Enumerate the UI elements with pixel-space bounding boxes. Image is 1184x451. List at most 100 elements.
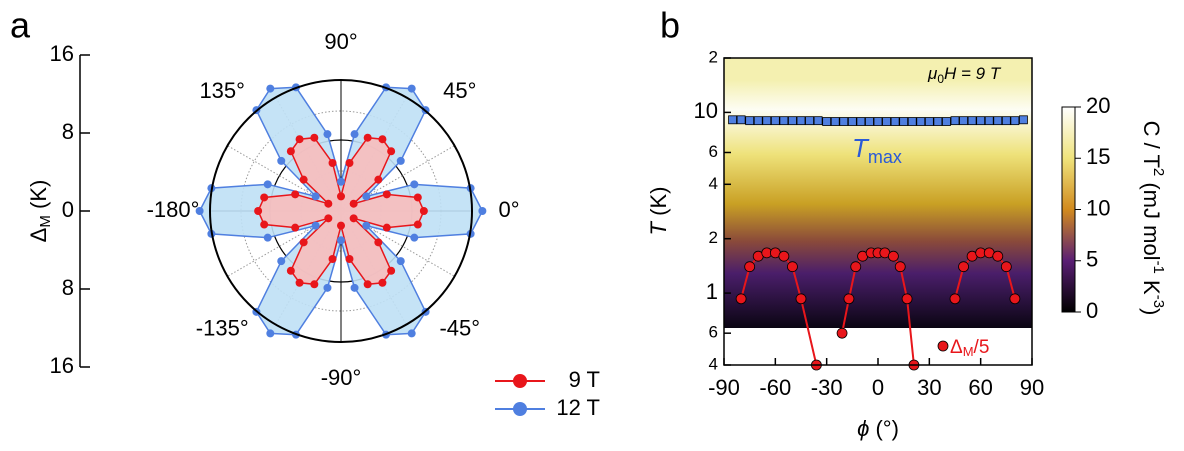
series-label-part: T bbox=[852, 133, 870, 163]
colorbar bbox=[1061, 106, 1076, 313]
data-point bbox=[291, 223, 300, 232]
data-point bbox=[324, 214, 333, 223]
data-point bbox=[873, 117, 883, 126]
data-point bbox=[195, 207, 204, 215]
data-point bbox=[865, 117, 874, 126]
label-part: ) bbox=[1139, 308, 1164, 315]
data-point bbox=[323, 283, 332, 292]
data-point bbox=[1001, 116, 1011, 126]
label-sup: -3 bbox=[1150, 295, 1167, 308]
data-point bbox=[787, 261, 798, 273]
colorbar-tick-label: 15 bbox=[1086, 144, 1110, 169]
data-point bbox=[378, 278, 387, 287]
annotation-sub: 0 bbox=[937, 72, 944, 86]
data-point bbox=[295, 135, 304, 144]
theta-tick-label: 90° bbox=[324, 29, 357, 54]
data-point bbox=[770, 116, 780, 126]
theta-tick-label: -45° bbox=[439, 316, 480, 341]
data-point bbox=[310, 133, 319, 142]
data-point bbox=[263, 233, 272, 242]
data-point bbox=[736, 115, 746, 125]
data-point bbox=[788, 116, 797, 126]
data-point bbox=[291, 190, 300, 199]
data-point bbox=[374, 238, 383, 247]
data-point bbox=[378, 135, 387, 144]
label-part: (K) bbox=[26, 180, 51, 215]
data-point bbox=[328, 158, 337, 167]
legend-marker bbox=[513, 402, 527, 416]
data-point bbox=[822, 117, 832, 126]
annotation: μ0H = 9 T bbox=[927, 64, 1002, 86]
data-point bbox=[295, 278, 304, 287]
data-point bbox=[950, 116, 960, 126]
data-point bbox=[310, 280, 319, 289]
data-point bbox=[407, 329, 416, 338]
data-point bbox=[410, 233, 419, 242]
x-tick-label: -60 bbox=[759, 375, 791, 400]
label-part: ϕ bbox=[857, 416, 869, 441]
data-point bbox=[888, 250, 899, 262]
data-point bbox=[277, 257, 286, 266]
colorbar-tick-label: 20 bbox=[1086, 93, 1110, 118]
y-tick-label: 10 bbox=[694, 98, 718, 123]
y-tick-label: 8 bbox=[62, 119, 74, 144]
data-point bbox=[382, 190, 391, 199]
label-part: Δ bbox=[26, 227, 51, 242]
data-point bbox=[916, 117, 926, 126]
data-point bbox=[984, 116, 994, 126]
data-point bbox=[745, 116, 755, 126]
data-point bbox=[337, 177, 345, 186]
data-point bbox=[266, 84, 275, 93]
data-point bbox=[795, 293, 807, 305]
data-point bbox=[735, 293, 747, 305]
x-tick-label: 60 bbox=[968, 375, 992, 400]
data-point bbox=[419, 207, 428, 215]
data-point bbox=[924, 117, 934, 126]
data-point bbox=[958, 261, 969, 273]
legend-marker bbox=[937, 340, 949, 352]
data-point bbox=[311, 192, 320, 201]
y-tick-label: 4 bbox=[709, 354, 718, 373]
data-point bbox=[1010, 116, 1020, 126]
label-sub: M bbox=[37, 215, 54, 228]
data-point bbox=[907, 117, 917, 126]
data-point bbox=[933, 117, 943, 126]
y-tick-label: 16 bbox=[50, 41, 74, 66]
data-point bbox=[349, 199, 358, 208]
data-point bbox=[813, 116, 823, 126]
data-point bbox=[286, 147, 295, 156]
data-point bbox=[836, 327, 848, 339]
y-tick-label: 2 bbox=[709, 228, 718, 247]
theta-tick-label: -90° bbox=[321, 365, 362, 390]
series-label-sub: max bbox=[868, 147, 902, 167]
data-point bbox=[894, 261, 906, 273]
data-point bbox=[337, 221, 345, 230]
data-point bbox=[890, 117, 900, 126]
data-point bbox=[345, 158, 354, 167]
data-point bbox=[1009, 293, 1021, 305]
data-point bbox=[263, 180, 272, 189]
heatmap-band bbox=[724, 58, 1032, 80]
series-label: ΔM/5 bbox=[950, 337, 989, 359]
y-tick-label: 16 bbox=[50, 353, 74, 378]
theta-tick-label: -135° bbox=[196, 316, 249, 341]
data-point bbox=[778, 250, 790, 262]
data-point bbox=[345, 255, 354, 264]
label-part: (K) bbox=[646, 187, 671, 222]
colorbar-label: C / T2 (mJ mol-1 K-3) bbox=[1139, 121, 1167, 316]
data-point bbox=[328, 255, 337, 264]
data-point bbox=[942, 117, 951, 126]
data-point bbox=[992, 250, 1004, 262]
data-point bbox=[337, 192, 345, 201]
data-point bbox=[311, 221, 320, 230]
label-sup: 2 bbox=[1150, 168, 1167, 176]
data-point bbox=[286, 266, 295, 275]
x-tick-label: 90 bbox=[1020, 375, 1044, 400]
data-point bbox=[374, 175, 383, 184]
y-tick-label: 2 bbox=[709, 47, 718, 66]
data-point bbox=[805, 116, 814, 126]
data-point bbox=[260, 220, 269, 229]
b-data bbox=[728, 115, 1028, 371]
polar-frame bbox=[209, 79, 473, 343]
legend-label: 9 T bbox=[569, 367, 600, 392]
